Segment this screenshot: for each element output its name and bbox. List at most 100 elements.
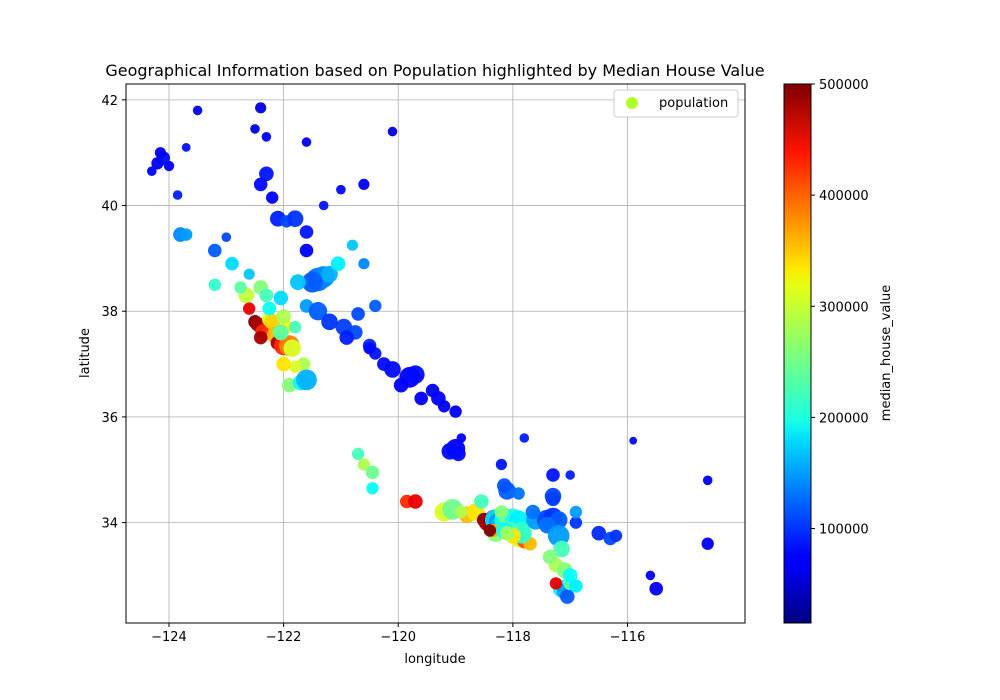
- y-tick-label: 36: [101, 411, 118, 426]
- data-point: [408, 494, 423, 509]
- data-point: [455, 505, 468, 519]
- data-point: [264, 313, 281, 330]
- data-point: [569, 516, 583, 529]
- data-point: [629, 436, 638, 445]
- colorbar-tick-label: 100000: [819, 523, 869, 538]
- data-point: [253, 177, 268, 192]
- data-point: [172, 190, 183, 200]
- data-point: [351, 447, 365, 461]
- y-axis-ticks: 34 36 38 40 42: [101, 94, 126, 532]
- x-tick-label: −118: [495, 630, 531, 645]
- data-point: [296, 369, 317, 391]
- chart-title: Geographical Information based on Popula…: [105, 61, 764, 80]
- data-point: [290, 274, 306, 291]
- colorbar-frame: [783, 83, 812, 624]
- x-axis-label: longitude: [404, 652, 465, 667]
- data-point: [180, 228, 193, 241]
- y-tick-label: 42: [101, 94, 118, 109]
- data-point: [437, 400, 451, 413]
- data-point: [414, 391, 429, 406]
- data-point: [483, 524, 497, 537]
- data-point: [499, 525, 515, 541]
- data-point: [377, 357, 391, 371]
- x-tick-label: −122: [266, 630, 302, 645]
- data-point: [569, 505, 583, 519]
- data-point: [609, 529, 623, 542]
- data-point: [301, 271, 323, 293]
- data-point: [542, 549, 558, 565]
- data-point: [288, 320, 302, 334]
- data-point: [351, 307, 365, 321]
- data-point: [299, 225, 314, 239]
- data-point: [147, 166, 157, 176]
- data-point: [308, 302, 328, 321]
- data-point: [387, 126, 398, 137]
- data-point: [299, 243, 314, 258]
- legend-label: population: [659, 96, 728, 111]
- data-point: [243, 268, 255, 280]
- y-tick-label: 38: [101, 305, 118, 320]
- data-point: [560, 589, 575, 604]
- data-point: [225, 256, 239, 271]
- data-point: [163, 160, 175, 172]
- data-point: [562, 568, 578, 583]
- data-point: [255, 102, 267, 114]
- data-point: [336, 184, 346, 195]
- data-point: [154, 147, 166, 159]
- data-point: [525, 504, 541, 520]
- colorbar-ticks: 100000 200000 300000 400000 500000: [811, 78, 869, 538]
- data-point: [273, 290, 289, 306]
- data-point: [283, 339, 302, 358]
- data-point: [449, 405, 462, 418]
- data-point: [276, 356, 291, 372]
- colorbar-label: median_house_value: [879, 285, 894, 421]
- plot-frame: [125, 83, 746, 624]
- x-tick-label: −116: [610, 630, 646, 645]
- colorbar-tick-label: 300000: [819, 300, 869, 315]
- x-tick-label: −124: [151, 630, 187, 645]
- data-point: [474, 494, 489, 509]
- data-point: [208, 243, 222, 258]
- data-point: [301, 137, 312, 147]
- data-point: [569, 579, 583, 593]
- data-point: [288, 360, 302, 373]
- data-point: [495, 458, 507, 471]
- legend-marker: [626, 97, 638, 109]
- data-point: [645, 570, 656, 581]
- data-point: [262, 301, 277, 316]
- data-point: [286, 210, 304, 227]
- data-point: [366, 482, 379, 495]
- data-point: [208, 278, 221, 291]
- data-point: [512, 487, 525, 500]
- data-point: [259, 288, 274, 303]
- data-point: [272, 324, 289, 341]
- data-point: [266, 191, 279, 204]
- data-point: [259, 166, 274, 182]
- data-point: [318, 200, 329, 211]
- data-point: [553, 540, 570, 558]
- data-point: [276, 309, 291, 324]
- data-point: [339, 330, 355, 345]
- data-point: [282, 377, 297, 393]
- data-point: [321, 265, 338, 283]
- legend: population: [613, 89, 739, 118]
- data-point: [565, 470, 575, 480]
- data-point: [250, 124, 260, 134]
- data-point: [546, 468, 560, 482]
- data-point: [451, 446, 466, 462]
- y-tick-label: 40: [101, 200, 118, 215]
- data-point: [701, 537, 714, 550]
- data-point: [330, 256, 346, 272]
- data-point: [234, 281, 247, 294]
- data-point: [261, 132, 272, 142]
- data-point: [519, 433, 530, 443]
- data-point: [243, 302, 256, 315]
- data-point: [321, 313, 338, 331]
- data-point: [363, 342, 376, 355]
- colorbar: 100000 200000 300000 400000 500000 median_ho…: [783, 78, 894, 624]
- colorbar-tick-label: 400000: [819, 189, 869, 204]
- y-tick-label: 34: [101, 517, 118, 532]
- data-point: [253, 330, 268, 345]
- grid-lines: [126, 84, 745, 623]
